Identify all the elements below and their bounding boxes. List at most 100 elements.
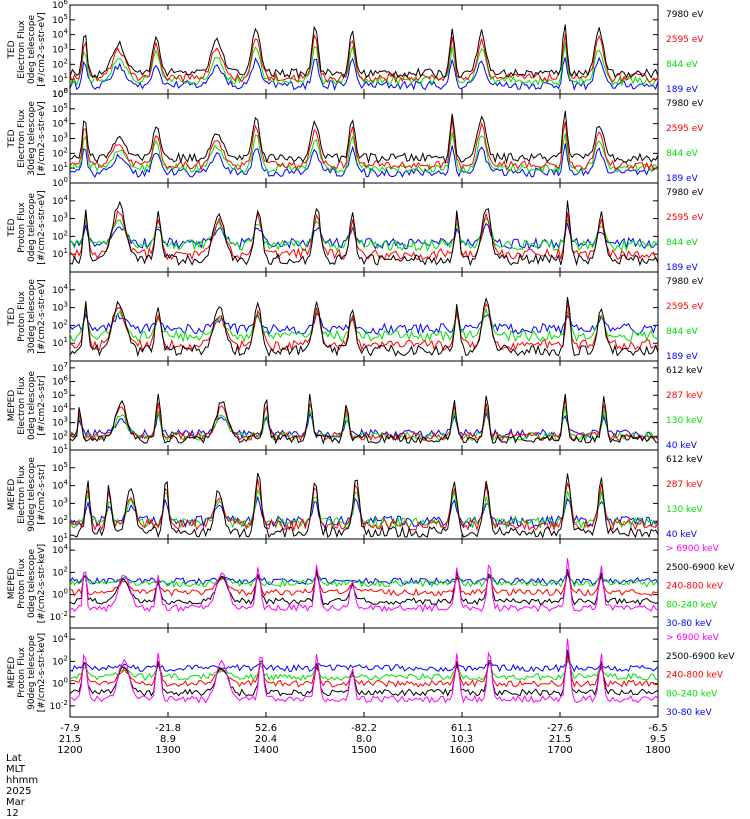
panel-meped-electron-0-ylabel: MEPED (7, 390, 17, 422)
panel-meped-proton-0-ylabel: MEPED (7, 568, 17, 600)
panel-ted-proton-30-series-0 (69, 296, 659, 358)
panel-ted-electron-0-ytick-label: 106 (52, 0, 68, 11)
panel-ted-electron-30-ytick-label: 101 (52, 161, 68, 174)
panel-ted-proton-0-legend-1: 2595 eV (666, 213, 704, 223)
panel-ted-electron-0-ylabel: 0deg telescope (27, 15, 37, 85)
footer-mlt-value-5: 21.5 (549, 734, 571, 745)
panel-ted-proton-0-ylabel: TED (7, 218, 17, 237)
footer-lat-value-1: -21.8 (155, 723, 181, 734)
panel-meped-proton-90-ylabel: Proton Flux (17, 647, 27, 698)
footer-lat-value-0: -7.9 (60, 723, 80, 734)
panel-ted-electron-0-legend-0: 7980 eV (666, 10, 704, 20)
panel-meped-electron-90-ytick-label: 102 (52, 514, 68, 527)
footer-lat-value-5: -27.6 (547, 723, 573, 734)
panel-meped-proton-0-ytick-label: 100 (52, 588, 68, 601)
panel-ted-electron-30-ytick-label: 104 (52, 117, 68, 130)
footer-mlt-label: MLT (6, 764, 25, 775)
footer-mlt-value-4: 10.3 (451, 734, 473, 745)
panel-ted-proton-30-ytick-label: 101 (52, 336, 68, 349)
panel-ted-electron-0-ytick-label: 100 (52, 87, 68, 100)
footer-lat-value-6: -6.5 (648, 723, 668, 734)
panel-ted-proton-0-ylabel: Proton Flux (17, 202, 27, 253)
panel-meped-proton-90-ytick-label: 102 (52, 654, 68, 667)
panel-meped-proton-0-series-0 (69, 558, 659, 613)
panel-meped-proton-0-legend-0: > 6900 keV (666, 544, 720, 554)
panel-ted-electron-0-ylabel: [#/cm2-s-str-eV] (37, 12, 47, 87)
panel-ted-electron-0-series-3 (69, 56, 659, 91)
panel-meped-proton-90-frame (69, 627, 659, 718)
panel-ted-proton-30-ylabel: 30deg telescope (27, 279, 37, 354)
panel-meped-electron-0-ytick-label: 101 (52, 443, 68, 456)
panel-meped-proton-90-legend-0: > 6900 keV (666, 633, 720, 643)
footer-hhmm-value-3: 1500 (351, 745, 376, 756)
panel-meped-proton-0-series-1 (69, 568, 659, 606)
panel-ted-electron-30-ylabel: 30deg telescope (27, 101, 37, 176)
panel-ted-electron-30-series-0 (69, 110, 659, 165)
panel-meped-proton-0-ytick-label: 10-2 (50, 610, 68, 623)
panel-ted-electron-30-legend-2: 844 eV (666, 149, 699, 159)
panel-ted-electron-0-legend-3: 189 eV (666, 85, 699, 95)
panel-ted-electron-30-legend-0: 7980 eV (666, 99, 704, 109)
panel-meped-electron-0-ytick-label: 104 (52, 402, 68, 415)
panel-ted-proton-30-ytick-label: 103 (52, 301, 68, 314)
panel-meped-electron-90-legend-2: 130 keV (666, 505, 703, 515)
panel-meped-proton-90-legend-2: 240-800 keV (666, 671, 724, 681)
panel-meped-electron-0-ylabel: [#/cm2-s-str] (37, 375, 47, 435)
footer-hhmm-value-2: 1400 (253, 745, 278, 756)
panel-meped-electron-90-ytick-label: 104 (52, 479, 68, 492)
panel-ted-electron-0-ytick-label: 103 (52, 43, 68, 56)
panel-ted-proton-30-legend-3: 189 eV (666, 352, 699, 362)
panel-meped-proton-90-ytick-label: 100 (52, 677, 68, 690)
panel-meped-proton-0-legend-3: 80-240 keV (666, 600, 718, 610)
panel-ted-proton-0-series-1 (69, 209, 659, 261)
panel-meped-proton-90-ytick-label: 104 (52, 632, 68, 645)
footer-hhmm-value-5: 1700 (547, 745, 572, 756)
panel-meped-proton-0-legend-4: 30-80 keV (666, 619, 712, 629)
footer-mlt-value-6: 9.5 (650, 734, 666, 745)
panel-ted-proton-30-legend-1: 2595 eV (666, 302, 704, 312)
footer-lat-value-2: 52.6 (255, 723, 277, 734)
panel-ted-electron-30-ylabel: [#/cm2-s-str-eV] (37, 101, 47, 176)
panel-meped-electron-90-ytick-label: 103 (52, 496, 68, 509)
footer-hhmm-value-0: 1200 (57, 745, 82, 756)
panel-ted-electron-30-ylabel: Electron Flux (17, 109, 27, 168)
panel-meped-proton-0-ytick-label: 102 (52, 565, 68, 578)
panel-ted-electron-30-ylabel: TED (7, 129, 17, 148)
panel-meped-electron-0-ytick-label: 107 (52, 361, 68, 374)
footer-lat-value-4: 61.1 (451, 723, 473, 734)
footer-mlt-value-3: 8.0 (356, 734, 372, 745)
panel-meped-proton-90-legend-1: 2500-6900 keV (666, 652, 735, 662)
panel-meped-electron-90-series-2 (69, 488, 659, 531)
panel-meped-electron-90-legend-3: 40 keV (666, 530, 698, 540)
panel-meped-electron-0-series-1 (69, 398, 659, 442)
panel-ted-electron-30-legend-3: 189 eV (666, 174, 699, 184)
panel-ted-electron-0-legend-1: 2595 eV (666, 35, 704, 45)
panel-meped-proton-0-legend-1: 2500-6900 keV (666, 563, 735, 573)
panel-meped-electron-90-ylabel: 90deg telescope (27, 457, 37, 532)
panel-ted-proton-30-ylabel: [#/cm2-s-str-eV] (37, 279, 47, 354)
panel-ted-proton-0-ytick-label: 103 (52, 212, 68, 225)
panel-ted-proton-0-ylabel: [#/cm2-s-str-eV] (37, 190, 47, 265)
panel-ted-electron-0-series-0 (69, 24, 659, 79)
panel-ted-proton-30-series-2 (69, 307, 659, 343)
panel-ted-proton-30-series-3 (69, 312, 659, 336)
panel-meped-electron-0-ylabel: Electron Flux (17, 376, 27, 435)
footer-hhmm-value-4: 1600 (449, 745, 474, 756)
panel-meped-electron-0-legend-0: 612 keV (666, 366, 703, 376)
footer-mlt-value-2: 20.4 (255, 734, 277, 745)
footer-lat-label: Lat (6, 753, 22, 764)
panel-meped-proton-0-ylabel: [#/cm2-s-str-keV] (37, 544, 47, 623)
panel-ted-electron-0-ytick-label: 102 (52, 57, 68, 70)
panel-meped-proton-90-legend-3: 80-240 keV (666, 689, 718, 699)
panel-meped-electron-0-legend-1: 287 keV (666, 391, 703, 401)
panel-meped-proton-0-series-3 (69, 571, 659, 588)
panel-ted-electron-0-legend-2: 844 eV (666, 60, 699, 70)
panel-ted-proton-0-series-0 (69, 200, 659, 267)
panel-ted-electron-0-series-2 (69, 42, 659, 87)
panel-meped-proton-90-series-3 (69, 657, 659, 682)
panel-meped-electron-0-legend-2: 130 keV (666, 416, 703, 426)
panel-ted-proton-0-ylabel: 0deg telescope (27, 193, 37, 263)
panel-meped-electron-90-series-0 (69, 472, 659, 539)
panel-ted-proton-30-series-1 (69, 301, 659, 352)
panel-meped-electron-0-ytick-label: 105 (52, 388, 68, 401)
